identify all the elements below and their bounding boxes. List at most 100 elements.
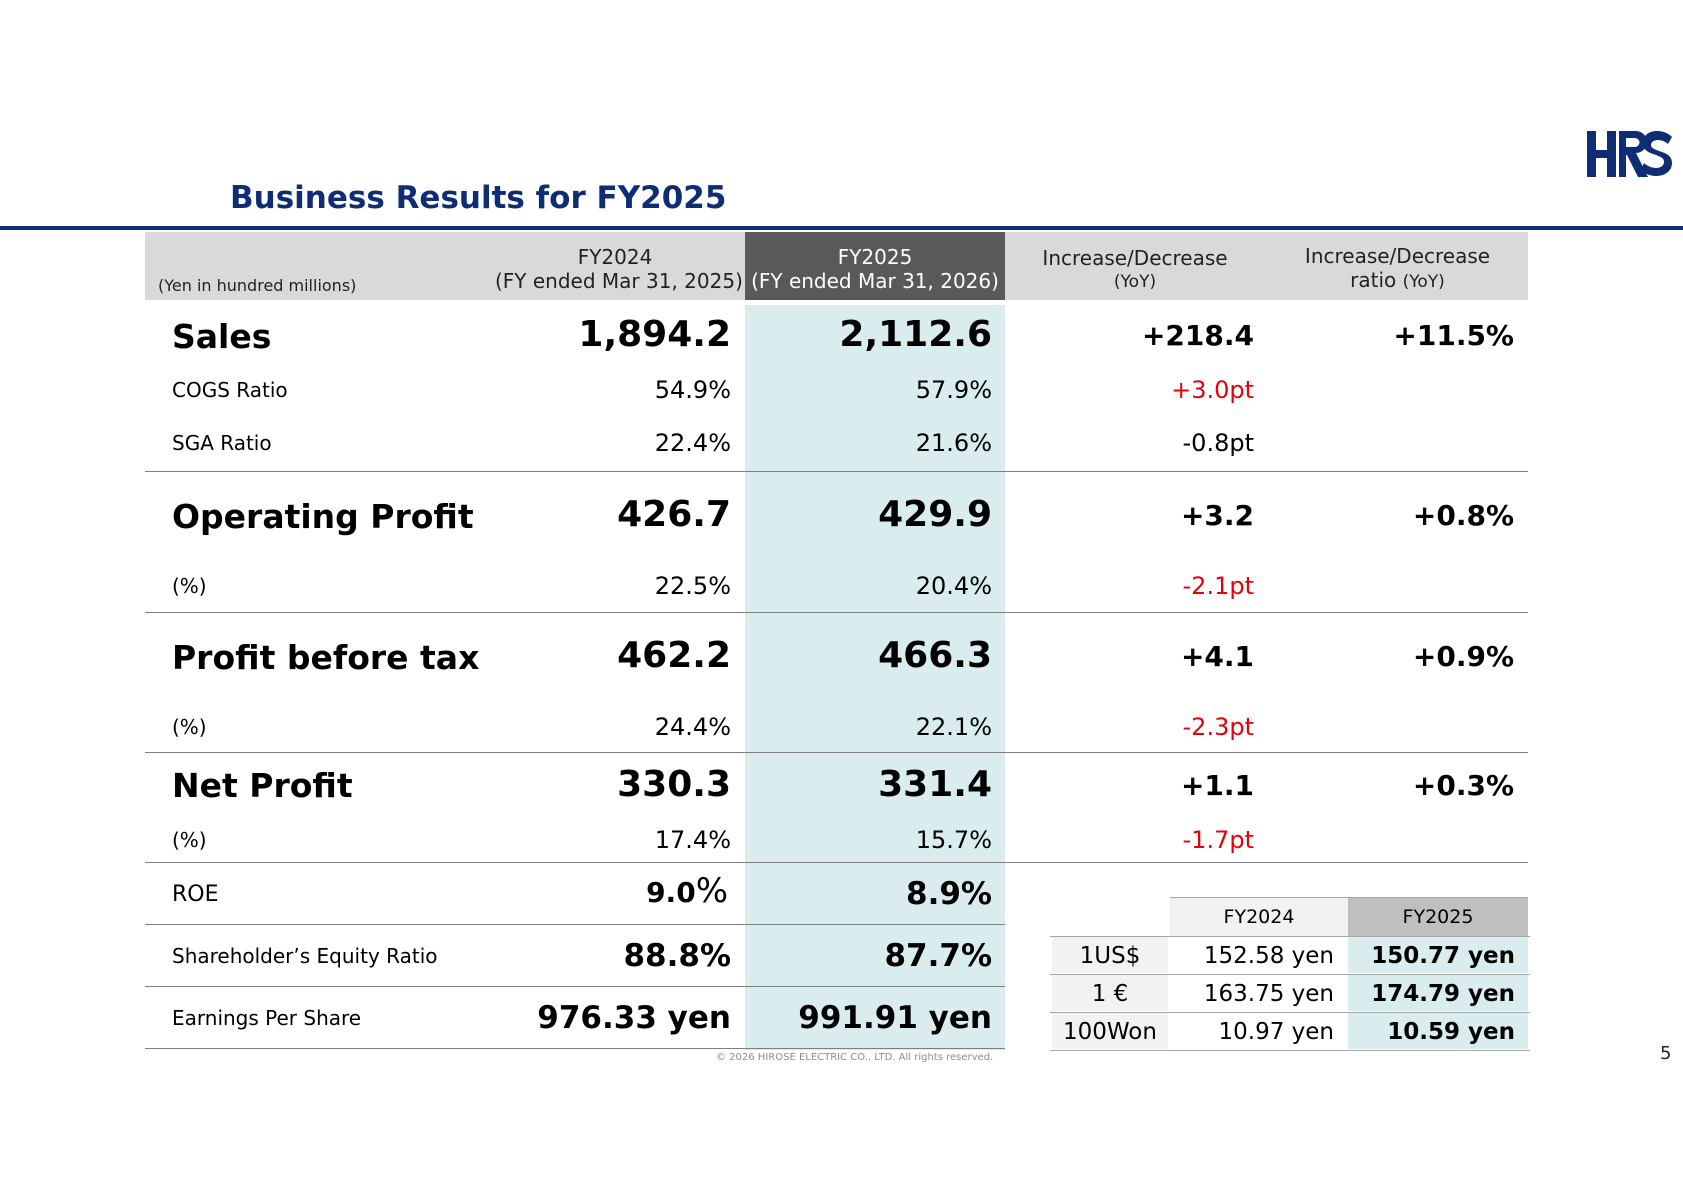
fx-row-fy2025: 10.59 yen	[1387, 1019, 1515, 1045]
row-label-sales: Sales	[172, 317, 272, 356]
pbt-change: +4.1	[1180, 640, 1254, 673]
fx-top-line	[1170, 897, 1528, 898]
sga-fy2024: 22.4%	[654, 429, 731, 457]
sales-fy2025: 2,112.6	[839, 314, 992, 355]
eps-fy2025: 991.91 yen	[798, 1000, 992, 1036]
row-label-equity-ratio: Shareholder’s Equity Ratio	[172, 944, 438, 968]
row-label-operating-profit: Operating Profit	[172, 497, 474, 536]
hrs-logo	[1587, 131, 1672, 177]
fx-row-fy2025: 150.77 yen	[1371, 943, 1515, 969]
fy2025-column-highlight	[745, 305, 1005, 1050]
fx-value-bg	[1348, 1013, 1528, 1049]
pbt-pct-fy2024: 24.4%	[654, 713, 731, 741]
roe-fy2024-unit: %	[695, 871, 728, 911]
pbt-fy2025: 466.3	[878, 635, 992, 676]
fx-header-fy2024: FY2024	[1223, 906, 1295, 928]
op-ratio: +0.8%	[1412, 499, 1514, 532]
title-divider	[0, 226, 1683, 230]
header-ratio-line2b: (YoY)	[1402, 272, 1445, 292]
cogs-fy2024: 54.9%	[654, 376, 731, 404]
sales-ratio: +11.5%	[1393, 319, 1514, 352]
op-fy2024: 426.7	[617, 494, 731, 535]
fx-row-fy2025: 174.79 yen	[1371, 981, 1515, 1007]
cogs-change: +3.0pt	[1171, 376, 1254, 404]
row-label-op-pct: (%)	[172, 574, 207, 598]
header-fy2025: FY2025 (FY ended Mar 31, 2026)	[750, 245, 1000, 293]
row-label-net-profit: Net Profit	[172, 766, 353, 805]
header-bg-fy2025	[745, 232, 1005, 300]
header-fy2025-line2: (FY ended Mar 31, 2026)	[751, 269, 999, 293]
fx-header-bg-fy2024	[1170, 898, 1348, 936]
sales-change: +218.4	[1141, 319, 1254, 352]
row-label-sga: SGA Ratio	[172, 431, 272, 455]
fx-line	[1050, 1050, 1530, 1051]
fx-row-label: 100Won	[1063, 1019, 1157, 1045]
fx-row-label: 1US$	[1079, 943, 1141, 969]
header-fy2025-line1: FY2025	[837, 245, 913, 269]
fx-label-bg	[1052, 1013, 1168, 1049]
np-fy2024: 330.3	[617, 764, 731, 805]
np-change: +1.1	[1180, 769, 1254, 802]
header-fy2024-line1: FY2024	[577, 245, 653, 269]
fx-row-fy2024: 10.97 yen	[1218, 1019, 1335, 1045]
pbt-pct-fy2025: 22.1%	[915, 713, 992, 741]
roe-fy2024: 9.0%	[646, 874, 728, 908]
eps-fy2024: 976.33 yen	[537, 1000, 731, 1036]
header-yoy: Increase/Decrease (YoY)	[1020, 246, 1250, 294]
fx-line	[1050, 974, 1530, 975]
header-bg-label	[145, 232, 745, 300]
op-change: +3.2	[1180, 499, 1254, 532]
cogs-fy2025: 57.9%	[915, 376, 992, 404]
divider-line	[145, 1048, 1005, 1049]
roe-fy2024-value: 9.0	[646, 876, 696, 909]
sga-fy2025: 21.6%	[915, 429, 992, 457]
fx-value-bg	[1348, 937, 1528, 973]
row-label-pbt-pct: (%)	[172, 715, 207, 739]
divider-line	[145, 471, 1528, 472]
op-fy2025: 429.9	[878, 494, 992, 535]
row-label-cogs: COGS Ratio	[172, 378, 288, 402]
divider-line	[145, 924, 1005, 925]
fx-row-label: 1 €	[1091, 981, 1129, 1007]
header-yoy-line1: Increase/Decrease	[1042, 246, 1228, 270]
page-number: 5	[1660, 1043, 1672, 1064]
divider-line	[145, 612, 1528, 613]
fx-line	[1050, 1012, 1530, 1013]
fx-label-bg	[1052, 975, 1168, 1011]
row-label-profit-before-tax: Profit before tax	[172, 638, 480, 677]
sales-fy2024: 1,894.2	[578, 314, 731, 355]
equity-fy2024: 88.8%	[623, 938, 731, 974]
np-pct-fy2025: 15.7%	[915, 826, 992, 854]
np-fy2025: 331.4	[878, 764, 992, 805]
np-ratio: +0.3%	[1412, 769, 1514, 802]
unit-note: (Yen in hundred millions)	[158, 276, 357, 295]
pbt-pct-change: -2.3pt	[1182, 713, 1254, 741]
divider-line	[145, 752, 1528, 753]
sga-change: -0.8pt	[1182, 429, 1254, 457]
fx-header-bg-fy2025	[1348, 898, 1528, 936]
fx-value-bg	[1348, 975, 1528, 1011]
divider-line	[145, 862, 1528, 863]
op-pct-fy2024: 22.5%	[654, 572, 731, 600]
header-ratio-line1: Increase/Decrease	[1304, 244, 1491, 268]
header-fy2024: FY2024 (FY ended Mar 31, 2025)	[495, 245, 743, 293]
fx-label-bg	[1052, 937, 1168, 973]
roe-fy2025: 8.9%	[906, 876, 992, 912]
copyright-notice: © 2026 HIROSE ELECTRIC CO., LTD. All rig…	[716, 1052, 994, 1063]
row-label-np-pct: (%)	[172, 828, 207, 852]
row-label-roe: ROE	[172, 882, 219, 907]
np-pct-change: -1.7pt	[1182, 826, 1254, 854]
header-bg-change	[1005, 232, 1528, 300]
op-pct-fy2025: 20.4%	[915, 572, 992, 600]
header-fy2024-line2: (FY ended Mar 31, 2025)	[495, 269, 743, 293]
fx-line	[1050, 936, 1530, 937]
header-yoy-line2: (YoY)	[1113, 272, 1157, 292]
fx-row-fy2024: 163.75 yen	[1203, 981, 1334, 1007]
op-pct-change: -2.1pt	[1182, 572, 1254, 600]
header-ratio: Increase/Decrease ratio (YoY)	[1285, 244, 1510, 294]
row-label-eps: Earnings Per Share	[172, 1006, 362, 1030]
equity-fy2025: 87.7%	[884, 938, 992, 974]
fx-header-fy2025: FY2025	[1402, 906, 1474, 928]
header-ratio-line2a: ratio	[1350, 268, 1397, 292]
pbt-ratio: +0.9%	[1412, 640, 1514, 673]
